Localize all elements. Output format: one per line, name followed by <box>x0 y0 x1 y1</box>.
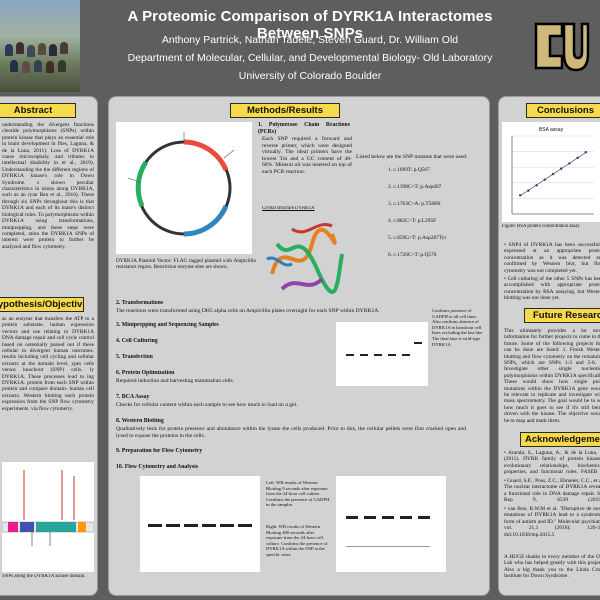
data-point <box>560 167 563 170</box>
chart-points <box>519 151 587 197</box>
hypothesis-label: Hypothesis/Objectives <box>0 297 84 312</box>
western-blot-left <box>140 476 260 572</box>
data-point <box>576 156 579 160</box>
reference-item: • van Bon, B.W.M et al. "Disruptive de n… <box>504 506 600 538</box>
photo-person <box>5 44 13 56</box>
pcr-heading: 1. Polymerase Chain Reactions (PCRs) <box>258 122 350 135</box>
western-blot-right <box>336 476 446 572</box>
authors: Anthony Partrick, Nathan Tadele, Steven … <box>161 34 459 46</box>
photo-person <box>16 42 24 54</box>
step-bca-assay-text: Checks for cellular content within each … <box>116 402 298 408</box>
gel-image <box>336 322 428 386</box>
step-flow-prep: 9. Preparation for Flow Cytometry <box>116 448 203 454</box>
conclusion-bullet-1-text: SNP4 of DYRK1A has been successfully exp… <box>504 242 600 274</box>
photo-person <box>10 60 18 72</box>
mutation-item: 1. c.1699T: p.Q567 <box>388 167 430 173</box>
reference-item: • Guard, S.E., Poss, Z.C., Ebmeier, C.C.… <box>504 478 600 504</box>
step-transfection: 5. Transfection <box>116 354 153 360</box>
photo-person <box>34 60 42 72</box>
transformations-text: The reactions were transformed using DH5… <box>116 308 380 314</box>
step-flow-analysis: 10. Flow Cytometry and Analysis <box>116 464 198 470</box>
blot-right-caption: Right: WB results of Western Blotting 48… <box>266 524 328 557</box>
reference-text: Guard, S.E., Poss, Z.C., Ebmeier, C.C., … <box>504 478 600 504</box>
step-miniprep: 3. Miniprepping and Sequencing Samples <box>116 322 219 328</box>
photo-person <box>38 43 46 55</box>
reference-text: Aranda, S., Laguna, A., & de la Luna, S.… <box>504 450 600 476</box>
kinase-domain-box <box>36 522 76 532</box>
mutation-item: 5. c.859G>T: p.Asp287Tyr <box>388 235 447 241</box>
plasmid-map-figure <box>116 122 252 254</box>
domain-box <box>20 522 34 532</box>
step-protein-optimization: 6. Protein Optimization <box>116 370 175 376</box>
photo-person <box>46 61 54 73</box>
conclusion-bullet-1: • SNP4 of DYRK1A has been successfully e… <box>504 242 600 278</box>
data-point <box>519 194 522 197</box>
mutation-item: 3. c.1763C>A: p.T588N <box>388 201 441 207</box>
reference-text: van Bon, B.W.M et al. "Disruptive de nov… <box>504 506 600 538</box>
pcr-text: Each SNP required a forward and reverse … <box>262 136 352 175</box>
methods-label: Methods/Results <box>230 103 340 118</box>
thanks-text: A HUGE thanks to every member of the Old… <box>504 554 600 578</box>
cu-logo-icon <box>528 14 592 78</box>
chart-axis <box>511 136 594 215</box>
blot-left-caption: Left: WB results of Western Blotting 9 s… <box>266 480 330 508</box>
photo-person <box>49 44 57 56</box>
group-photo <box>0 0 80 92</box>
mutants-intro: Listed below are the SNP mutants that we… <box>356 154 468 160</box>
poster-title: A Proteomic Comparison of DYRK1A Interac… <box>127 8 493 42</box>
abstract-label: Abstract <box>0 103 76 118</box>
photo-person <box>27 45 35 57</box>
bsa-chart: BSA assay <box>502 122 600 222</box>
photo-person <box>22 61 30 73</box>
step-bca-assay: 7. BCA Assay <box>116 394 150 400</box>
diagram-background <box>2 462 94 572</box>
chart-caption: Figure: BSA protein concentration assay <box>502 224 580 229</box>
chart-grid <box>511 135 594 215</box>
transformations-heading: 2. Transformations <box>116 300 164 306</box>
photo-person <box>60 42 68 54</box>
mutation-item: 4. c.883C>T: p.L295F <box>388 218 437 224</box>
chart-background <box>502 122 600 222</box>
step-protein-optimization-text: Required induction and harvesting mammal… <box>116 378 235 384</box>
plasmid-map-icon <box>127 132 235 237</box>
step-cell-culturing: 4. Cell Culturing <box>116 338 158 344</box>
domain-box <box>78 522 86 532</box>
data-point <box>551 172 555 176</box>
step-western-blotting-text: Qualitatively tests for protein presence… <box>116 426 466 439</box>
plasmid-caption: DYRK1A Plasmid Vector: FLAG tagged plasm… <box>116 258 256 271</box>
conclusions-label: Conclusions <box>526 103 600 118</box>
chart-title: BSA assay <box>539 127 564 133</box>
department: Department of Molecular, Cellular, and D… <box>127 52 493 64</box>
data-point <box>527 189 530 192</box>
snp-domain-diagram <box>2 462 94 572</box>
conclusion-bullet-2: • Cell culturing of the other 5 SNPs has… <box>504 276 600 306</box>
structure-caption: Crystal structure DYRK1A <box>262 206 315 211</box>
university: University of Colorado Boulder <box>238 70 382 82</box>
conclusion-bullet-2-text: Cell culturing of the other 5 SNPs has b… <box>504 276 600 302</box>
photo-person <box>58 60 66 72</box>
data-point <box>568 162 571 165</box>
future-research-label: Future Research <box>524 308 600 323</box>
mutation-item: 6. c.1726C>T: p.Q576 <box>388 252 437 258</box>
step-western-blotting: 8. Western Blotting <box>116 418 164 424</box>
gel-caption: Confirms presence of GADPH in all cell l… <box>432 308 484 347</box>
abstract-text: understanding the divergent functions cl… <box>2 122 94 250</box>
diagram-caption: SNPs along the DYRK1A kinase domain. <box>2 574 86 579</box>
data-point <box>535 184 538 187</box>
hypothesis-text: as an enzyme that transfers the ATP to a… <box>2 316 94 412</box>
mutation-item: 2. c.1398C>T: p.Asp467 <box>388 184 442 190</box>
future-research-text: This ultimately provides a lot more info… <box>504 328 600 424</box>
data-point <box>584 151 587 154</box>
protein-structure-icon <box>266 223 344 294</box>
data-point <box>543 178 546 181</box>
poster-header <box>0 0 600 92</box>
domain-box <box>8 522 18 532</box>
acknowledgements-label: Acknowledgements <box>520 432 600 447</box>
reference-item: • Aranda, S., Laguna, A., & de la Luna, … <box>504 450 600 476</box>
